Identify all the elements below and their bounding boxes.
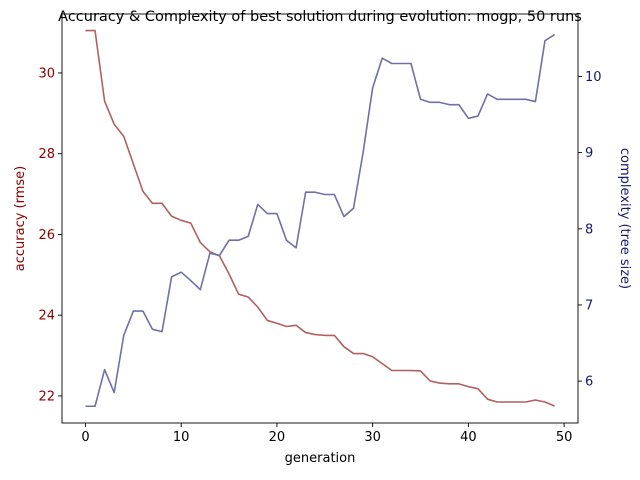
plot-area: 0 10 20 30 40 50 22 24 26 28 30 6 7 8 9 10: [38, 13, 602, 445]
right-y-tick-label: 9: [585, 146, 593, 161]
x-tick-label: 30: [364, 430, 381, 445]
right-y-tick-label: 10: [585, 70, 602, 85]
left-y-tick-label: 22: [38, 389, 55, 404]
right-y-tick-label: 8: [585, 222, 593, 237]
x-tick-label: 10: [173, 430, 190, 445]
x-tick-label: 50: [556, 430, 573, 445]
left-y-tick-label: 24: [38, 309, 55, 324]
left-y-tick-label: 30: [38, 66, 55, 81]
accuracy-series-line: [85, 29, 555, 407]
left-y-tick-label: 28: [38, 147, 55, 162]
right-y-tick-label: 7: [585, 298, 593, 313]
x-tick-label: 40: [460, 430, 477, 445]
x-axis-label: generation: [285, 451, 356, 466]
x-tick-label: 0: [81, 430, 89, 445]
right-y-tick-label: 6: [585, 375, 593, 390]
complexity-series-line: [85, 33, 555, 408]
left-axis-label: accuracy (rmse): [13, 166, 28, 271]
axes-frame: [61, 13, 579, 424]
left-y-tick-label: 26: [38, 228, 55, 243]
x-tick-label: 20: [269, 430, 286, 445]
chart-title: Accuracy & Complexity of best solution d…: [58, 9, 582, 25]
right-axis-label: complexity (tree size): [617, 148, 632, 289]
